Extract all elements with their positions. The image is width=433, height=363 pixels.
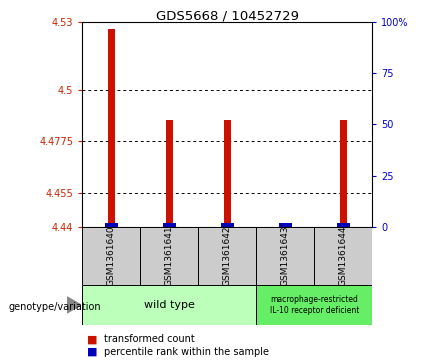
Text: ■: ■	[87, 347, 97, 357]
Bar	[163, 223, 175, 227]
Bar	[340, 120, 347, 227]
Text: GSM1361643: GSM1361643	[281, 225, 290, 286]
Text: GSM1361644: GSM1361644	[339, 226, 348, 286]
Bar	[256, 227, 314, 285]
Bar	[82, 227, 140, 285]
Text: GDS5668 / 10452729: GDS5668 / 10452729	[156, 9, 299, 22]
Bar	[224, 120, 231, 227]
Bar	[221, 223, 233, 227]
Text: ■: ■	[87, 334, 97, 344]
Text: genotype/variation: genotype/variation	[9, 302, 101, 312]
Bar	[140, 227, 198, 285]
Bar	[279, 223, 291, 227]
Bar	[166, 120, 173, 227]
Bar	[198, 227, 256, 285]
Polygon shape	[67, 297, 81, 313]
Text: GSM1361641: GSM1361641	[165, 225, 174, 286]
Bar	[105, 223, 117, 227]
Bar	[108, 29, 115, 227]
Text: transformed count: transformed count	[104, 334, 195, 344]
Bar	[256, 285, 372, 325]
Bar	[82, 285, 256, 325]
Bar	[337, 223, 349, 227]
Text: percentile rank within the sample: percentile rank within the sample	[104, 347, 269, 357]
Text: GSM1361640: GSM1361640	[107, 225, 116, 286]
Text: macrophage-restricted
IL-10 receptor deficient: macrophage-restricted IL-10 receptor def…	[270, 295, 359, 315]
Text: wild type: wild type	[144, 300, 195, 310]
Bar	[314, 227, 372, 285]
Text: GSM1361642: GSM1361642	[223, 226, 232, 286]
